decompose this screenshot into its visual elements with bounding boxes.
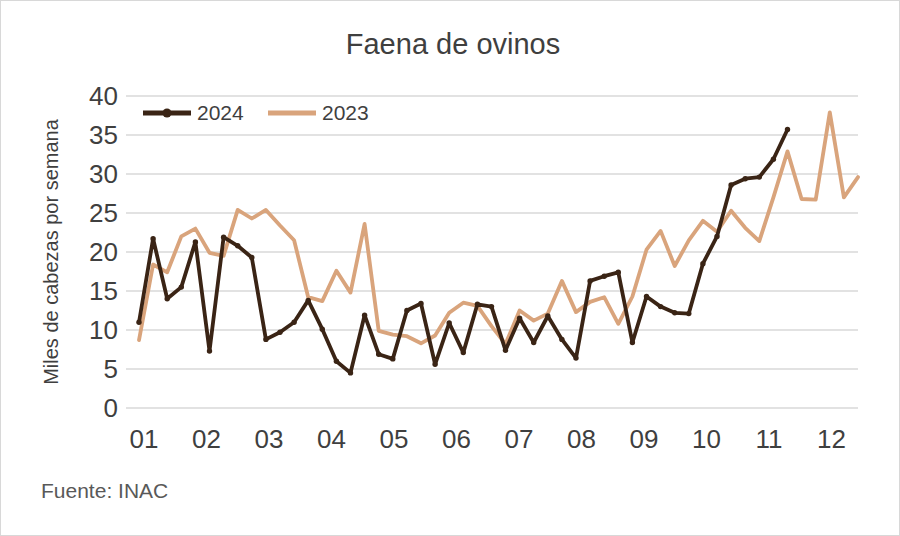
series-marker-2024	[686, 311, 691, 316]
series-marker-2024	[728, 182, 733, 187]
series-marker-2024	[757, 174, 762, 179]
series-marker-2024	[503, 348, 508, 353]
x-tick-label: 12	[817, 424, 846, 454]
x-tick-label: 03	[255, 424, 284, 454]
series-marker-2024	[461, 350, 466, 355]
source-note: Fuente: INAC	[41, 479, 168, 503]
series-lines	[136, 112, 858, 375]
x-tick-label: 10	[692, 424, 721, 454]
gridlines	[126, 96, 858, 408]
axis-labels: 0510152025303540010203040506070809101112	[89, 81, 846, 454]
series-marker-2024	[475, 302, 480, 307]
series-marker-2024	[743, 176, 748, 181]
series-marker-2024	[263, 337, 268, 342]
series-marker-2024	[616, 270, 621, 275]
series-marker-2024	[587, 278, 592, 283]
x-tick-label: 01	[130, 424, 159, 454]
series-marker-2024	[136, 320, 141, 325]
series-marker-2024	[714, 234, 719, 239]
series-marker-2024	[165, 296, 170, 301]
series-marker-2024	[672, 310, 677, 315]
series-marker-2024	[390, 356, 395, 361]
series-marker-2024	[418, 301, 423, 306]
series-marker-2024	[277, 330, 282, 335]
y-tick-label: 20	[89, 237, 118, 267]
series-marker-2024	[447, 320, 452, 325]
series-marker-2024	[573, 355, 578, 360]
y-axis-title: Miles de cabezas por semana	[40, 118, 62, 385]
x-tick-label: 06	[442, 424, 471, 454]
chart-container: Faena de ovinos Miles de cabezas por sem…	[0, 0, 900, 536]
series-marker-2024	[771, 157, 776, 162]
series-marker-2024	[531, 340, 536, 345]
series-marker-2024	[235, 243, 240, 248]
y-tick-label: 0	[104, 393, 118, 423]
series-marker-2024	[700, 261, 705, 266]
series-marker-2024	[559, 337, 564, 342]
series-marker-2024	[334, 359, 339, 364]
series-marker-2024	[545, 313, 550, 318]
y-tick-label: 40	[89, 81, 118, 111]
series-marker-2024	[630, 340, 635, 345]
series-line-2024	[139, 130, 788, 373]
y-tick-label: 15	[89, 276, 118, 306]
series-marker-2024	[602, 274, 607, 279]
chart-title: Faena de ovinos	[346, 28, 560, 60]
series-marker-2024	[291, 320, 296, 325]
series-marker-2024	[221, 235, 226, 240]
series-marker-2024	[362, 313, 367, 318]
series-marker-2024	[404, 308, 409, 313]
legend-label-2023: 2023	[322, 101, 369, 124]
series-marker-2024	[644, 294, 649, 299]
series-marker-2024	[785, 127, 790, 132]
series-marker-2024	[207, 348, 212, 353]
series-marker-2024	[193, 239, 198, 244]
series-marker-2024	[320, 327, 325, 332]
y-tick-label: 25	[89, 198, 118, 228]
legend-marker-2024	[163, 109, 172, 118]
series-marker-2024	[348, 370, 353, 375]
series-marker-2024	[150, 236, 155, 241]
series-marker-2024	[306, 298, 311, 303]
x-tick-label: 08	[567, 424, 596, 454]
line-chart: Faena de ovinos Miles de cabezas por sem…	[1, 1, 900, 536]
y-tick-label: 10	[89, 315, 118, 345]
y-tick-label: 35	[89, 120, 118, 150]
series-marker-2024	[376, 352, 381, 357]
x-tick-label: 11	[756, 424, 783, 454]
series-marker-2024	[249, 255, 254, 260]
series-line-2023	[139, 112, 858, 344]
series-marker-2024	[432, 362, 437, 367]
x-tick-label: 02	[192, 424, 221, 454]
legend: 2024 2023	[143, 101, 369, 124]
legend-label-2024: 2024	[197, 101, 244, 124]
series-marker-2024	[179, 284, 184, 289]
x-tick-label: 05	[380, 424, 409, 454]
x-tick-label: 09	[630, 424, 659, 454]
y-tick-label: 30	[89, 159, 118, 189]
series-marker-2024	[489, 304, 494, 309]
series-marker-2024	[517, 316, 522, 321]
series-marker-2024	[658, 304, 663, 309]
x-tick-label: 04	[317, 424, 346, 454]
y-tick-label: 5	[104, 354, 118, 384]
x-tick-label: 07	[505, 424, 534, 454]
